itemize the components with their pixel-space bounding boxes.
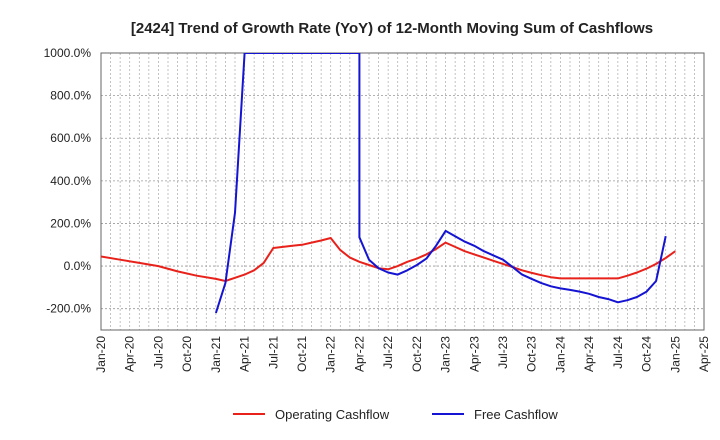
series-lines [101, 53, 676, 314]
y-axis-ticks: 1000.0% 800.0% 600.0% 400.0% 200.0% 0.0% -200.… [44, 46, 92, 316]
x-tick-label: Jan-23 [439, 336, 453, 373]
x-tick-label: Jan-24 [553, 336, 567, 373]
series-line-operating-cashflow [101, 237, 676, 282]
grid-lines [101, 53, 704, 330]
x-tick-label: Jan-22 [324, 336, 338, 373]
x-tick-label: Apr-24 [582, 336, 596, 372]
x-tick-label: Oct-21 [295, 336, 309, 372]
x-tick-label: Jul-23 [496, 336, 510, 369]
y-tick-label: 800.0% [50, 89, 91, 103]
x-tick-label: Jul-24 [611, 336, 625, 369]
plot-area [100, 52, 705, 331]
x-tick-label: Jul-21 [266, 336, 280, 369]
x-tick-label: Apr-23 [467, 336, 481, 372]
legend: Operating Cashflow Free Cashflow [233, 407, 558, 422]
x-tick-label: Jan-25 [668, 336, 682, 373]
x-tick-label: Jan-21 [209, 336, 223, 373]
x-tick-label: Jul-20 [151, 336, 165, 369]
x-tick-label: Jan-20 [94, 336, 108, 373]
x-tick-label: Oct-20 [180, 336, 194, 372]
x-tick-label: Jul-22 [381, 336, 395, 369]
x-tick-label: Apr-25 [697, 336, 711, 372]
x-tick-label: Apr-22 [352, 336, 366, 372]
y-tick-label: 0.0% [64, 259, 92, 273]
y-tick-label: 600.0% [50, 131, 91, 145]
x-tick-label: Apr-20 [123, 336, 137, 372]
x-tick-label: Oct-24 [640, 336, 654, 372]
y-tick-label: 1000.0% [44, 46, 92, 60]
chart-title: [2424] Trend of Growth Rate (YoY) of 12-… [131, 20, 653, 37]
y-tick-label: 200.0% [50, 216, 91, 230]
x-axis-ticks: Jan-20 Apr-20 Jul-20 Oct-20 Jan-21 Apr-21 Jul-… [94, 336, 711, 373]
y-tick-label: 400.0% [50, 174, 91, 188]
series-line-free-cashflow [214, 53, 667, 314]
legend-label: Free Cashflow [474, 407, 558, 422]
x-tick-label: Oct-23 [525, 336, 539, 372]
legend-label: Operating Cashflow [275, 407, 390, 422]
y-tick-label: -200.0% [46, 302, 91, 316]
x-tick-label: Oct-22 [410, 336, 424, 372]
x-tick-label: Apr-21 [238, 336, 252, 372]
